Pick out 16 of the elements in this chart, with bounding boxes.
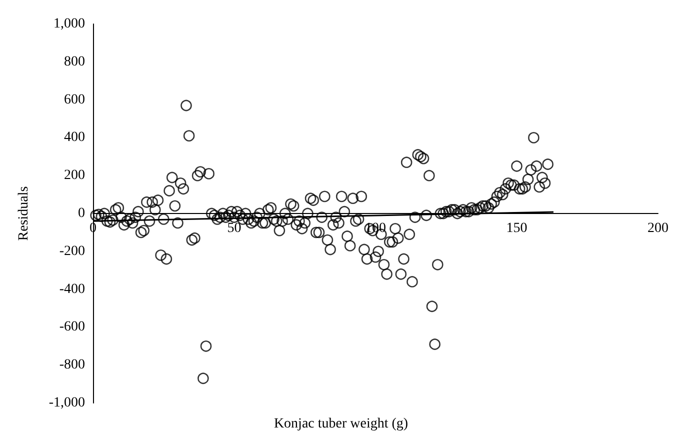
y-tick-label: -200 bbox=[59, 244, 85, 259]
y-tick-label: -800 bbox=[59, 358, 85, 373]
y-tick-label: 0 bbox=[78, 206, 85, 221]
y-tick-label: -1,000 bbox=[48, 396, 85, 410]
y-axis-title: Residuals bbox=[16, 186, 32, 241]
y-tick-label: -400 bbox=[59, 282, 85, 297]
x-tick-label: 50 bbox=[227, 221, 242, 236]
x-tick-label: 150 bbox=[506, 221, 528, 236]
y-tick-label: -600 bbox=[59, 320, 85, 335]
y-tick-label: 800 bbox=[64, 54, 85, 70]
y-tick-label: 400 bbox=[64, 130, 85, 146]
y-tick-label: 1,000 bbox=[54, 16, 85, 32]
y-tick-label: 200 bbox=[64, 168, 85, 184]
x-tick-label: 200 bbox=[648, 221, 668, 236]
x-axis-title: Konjac tuber weight (g) bbox=[274, 416, 408, 432]
y-tick-label: 600 bbox=[64, 92, 85, 108]
